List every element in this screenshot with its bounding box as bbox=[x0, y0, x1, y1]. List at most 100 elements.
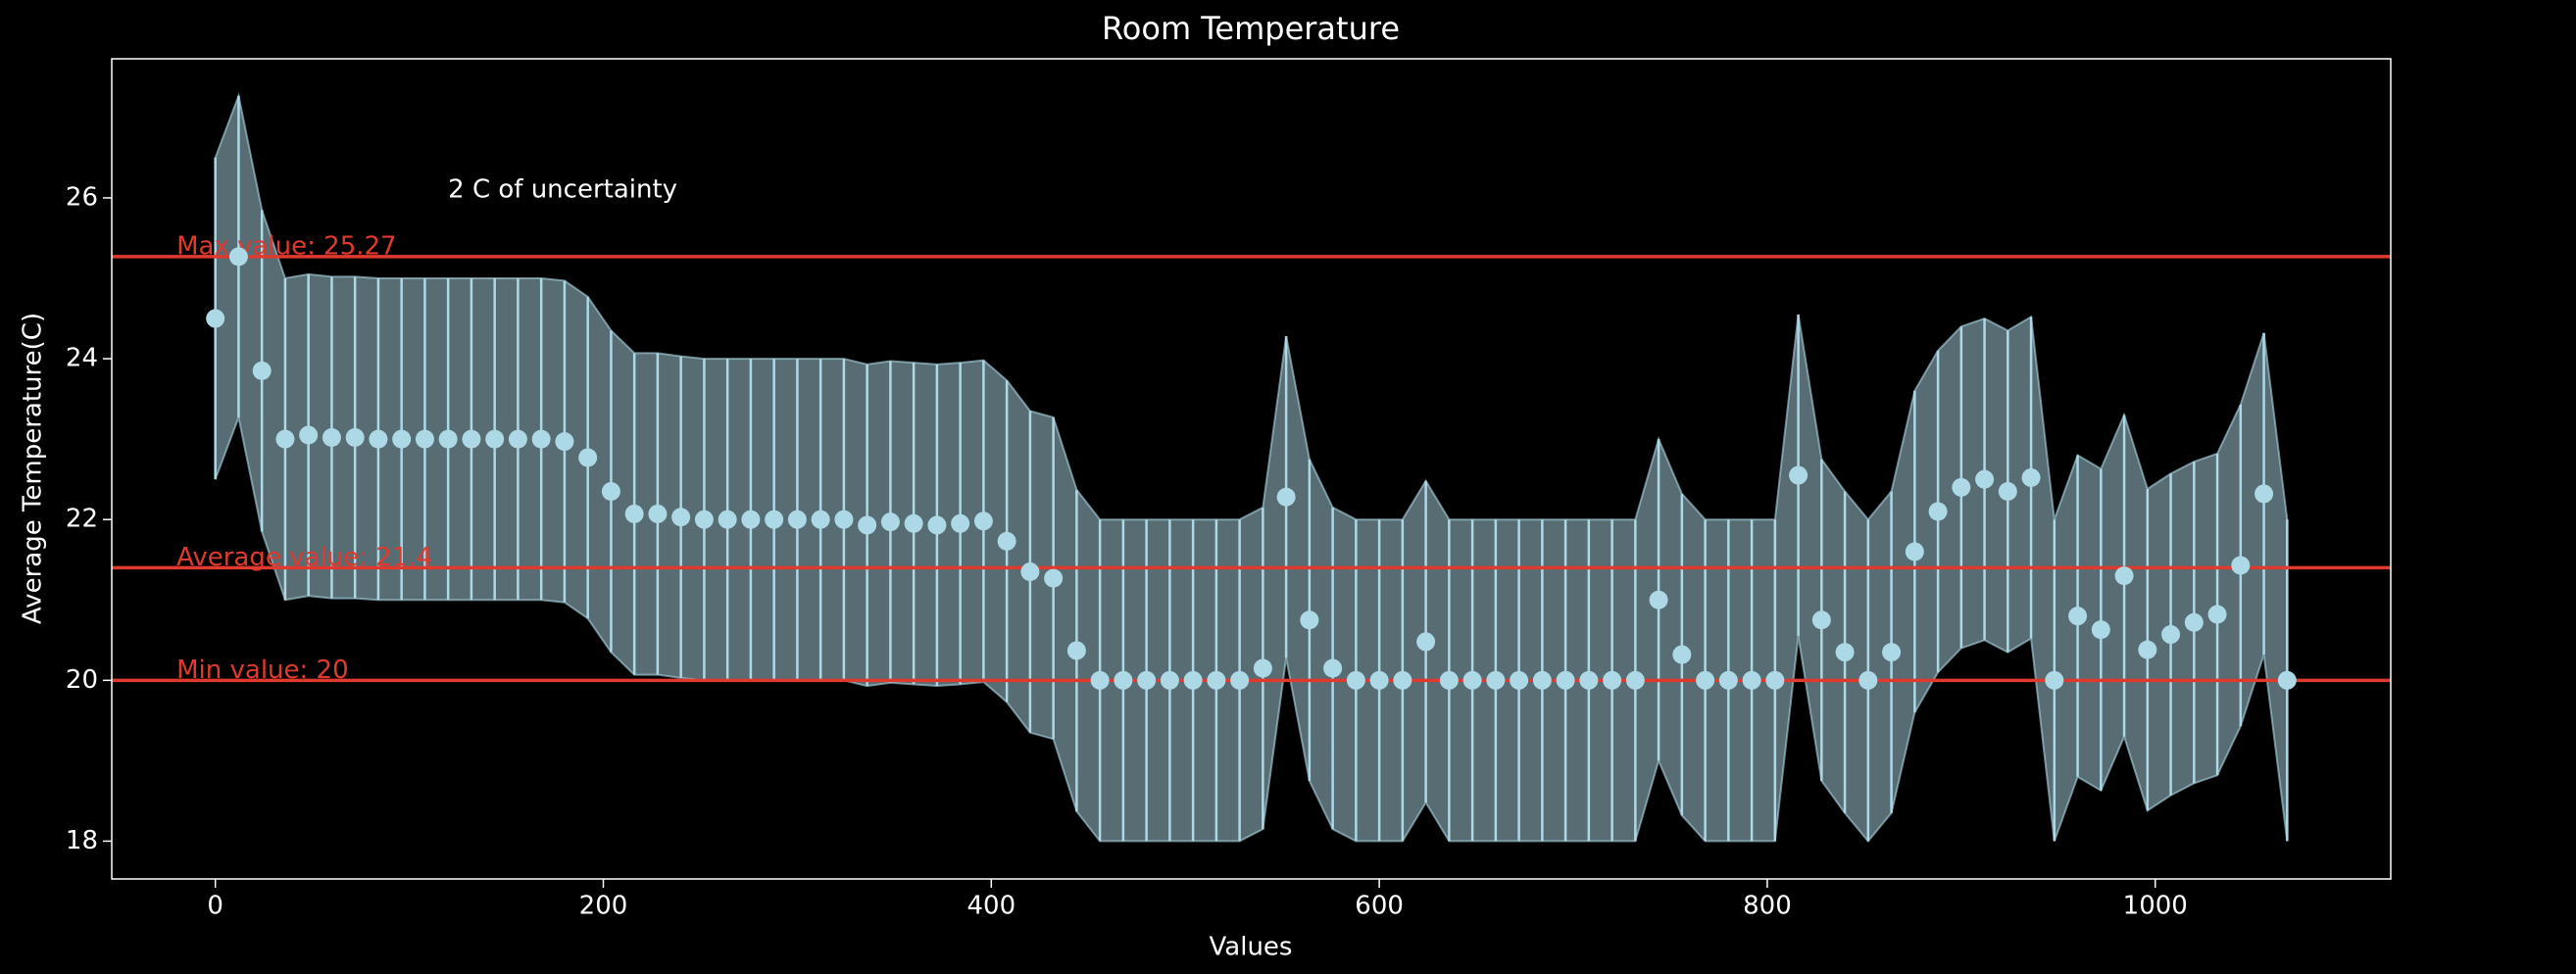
data-point bbox=[927, 515, 947, 535]
data-point bbox=[1882, 643, 1902, 662]
data-point bbox=[1952, 477, 1971, 497]
data-point bbox=[1742, 670, 1761, 690]
x-tick-label: 1000 bbox=[2123, 892, 2188, 921]
data-point bbox=[1811, 610, 1831, 630]
data-point bbox=[1160, 670, 1179, 690]
data-point bbox=[671, 508, 691, 527]
reference-label: Max value: 25.27 bbox=[176, 231, 397, 261]
data-point bbox=[2138, 640, 2157, 659]
data-point bbox=[1975, 469, 1995, 489]
x-tick-label: 400 bbox=[966, 892, 1016, 921]
annotation: 2 C of uncertainty bbox=[448, 174, 677, 204]
data-point bbox=[787, 510, 807, 529]
data-point bbox=[1672, 645, 1692, 664]
reference-label: Average value: 21.4 bbox=[176, 543, 432, 572]
data-point bbox=[718, 510, 737, 529]
data-point bbox=[345, 427, 365, 447]
x-axis-label: Values bbox=[1210, 933, 1293, 962]
data-point bbox=[299, 425, 319, 445]
data-point bbox=[1462, 670, 1482, 690]
data-point bbox=[392, 429, 412, 449]
data-point bbox=[1905, 542, 1924, 561]
data-point bbox=[1858, 670, 1878, 690]
y-tick-label: 26 bbox=[66, 182, 98, 212]
data-point bbox=[1393, 670, 1412, 690]
data-point bbox=[1696, 670, 1715, 690]
data-point bbox=[1346, 670, 1365, 690]
data-point bbox=[1416, 632, 1436, 652]
data-point bbox=[1300, 610, 1319, 630]
data-point bbox=[1603, 670, 1622, 690]
data-point bbox=[508, 429, 527, 449]
data-point bbox=[1718, 670, 1738, 690]
data-point bbox=[1114, 670, 1133, 690]
chart-title: Room Temperature bbox=[1102, 10, 1400, 47]
data-point bbox=[648, 504, 668, 523]
y-tick-label: 18 bbox=[66, 826, 98, 855]
data-point bbox=[415, 429, 434, 449]
data-point bbox=[1090, 670, 1110, 690]
data-point bbox=[973, 511, 993, 531]
data-point bbox=[1625, 670, 1645, 690]
data-point bbox=[485, 429, 505, 449]
reference-label: Min value: 20 bbox=[176, 656, 349, 685]
data-point bbox=[2091, 620, 2110, 640]
data-point bbox=[624, 504, 644, 523]
plot-frame bbox=[111, 58, 2392, 880]
x-tick-label: 200 bbox=[579, 892, 628, 921]
data-point bbox=[1649, 590, 1668, 609]
data-point bbox=[1510, 670, 1529, 690]
data-point bbox=[1020, 562, 1040, 582]
data-point bbox=[2068, 607, 2088, 626]
y-tick-label: 24 bbox=[66, 344, 98, 373]
uncertainty-band bbox=[214, 92, 2289, 844]
y-tick-label: 22 bbox=[66, 505, 98, 534]
data-point bbox=[2045, 670, 2064, 690]
data-point bbox=[880, 512, 900, 532]
data-point bbox=[2277, 670, 2297, 690]
data-point bbox=[1137, 670, 1157, 690]
data-point bbox=[2207, 605, 2227, 624]
y-tick-label: 20 bbox=[66, 665, 98, 695]
data-point bbox=[438, 429, 458, 449]
data-point bbox=[369, 429, 388, 449]
data-point bbox=[228, 247, 248, 267]
data-point bbox=[1230, 670, 1250, 690]
data-point bbox=[1183, 670, 1203, 690]
data-point bbox=[578, 448, 598, 467]
data-point bbox=[2114, 566, 2134, 586]
data-point bbox=[834, 510, 854, 529]
data-point bbox=[904, 513, 923, 533]
data-point bbox=[741, 510, 761, 529]
data-point bbox=[1835, 643, 1855, 662]
data-point bbox=[1439, 670, 1459, 690]
data-point bbox=[1928, 502, 1948, 521]
data-point bbox=[1253, 658, 1272, 678]
data-point bbox=[601, 481, 620, 501]
data-point bbox=[462, 429, 481, 449]
data-point bbox=[1998, 481, 2017, 501]
data-point bbox=[2021, 468, 2041, 488]
data-point bbox=[858, 515, 877, 535]
data-point bbox=[322, 427, 341, 447]
data-point bbox=[2161, 625, 2181, 645]
data-point bbox=[2184, 612, 2204, 632]
data-point bbox=[275, 429, 295, 449]
data-point bbox=[1486, 670, 1506, 690]
data-point bbox=[1276, 487, 1296, 507]
data-point bbox=[1323, 658, 1343, 678]
x-tick-label: 0 bbox=[207, 892, 223, 921]
data-point bbox=[1579, 670, 1599, 690]
x-tick-label: 600 bbox=[1355, 892, 1404, 921]
data-point bbox=[1207, 670, 1226, 690]
data-point bbox=[1789, 465, 1808, 485]
data-point bbox=[1066, 641, 1086, 660]
data-point bbox=[997, 531, 1016, 551]
data-point bbox=[531, 429, 551, 449]
data-point bbox=[206, 309, 225, 328]
data-point bbox=[1765, 670, 1785, 690]
data-point bbox=[2231, 556, 2251, 575]
data-point bbox=[765, 510, 784, 529]
